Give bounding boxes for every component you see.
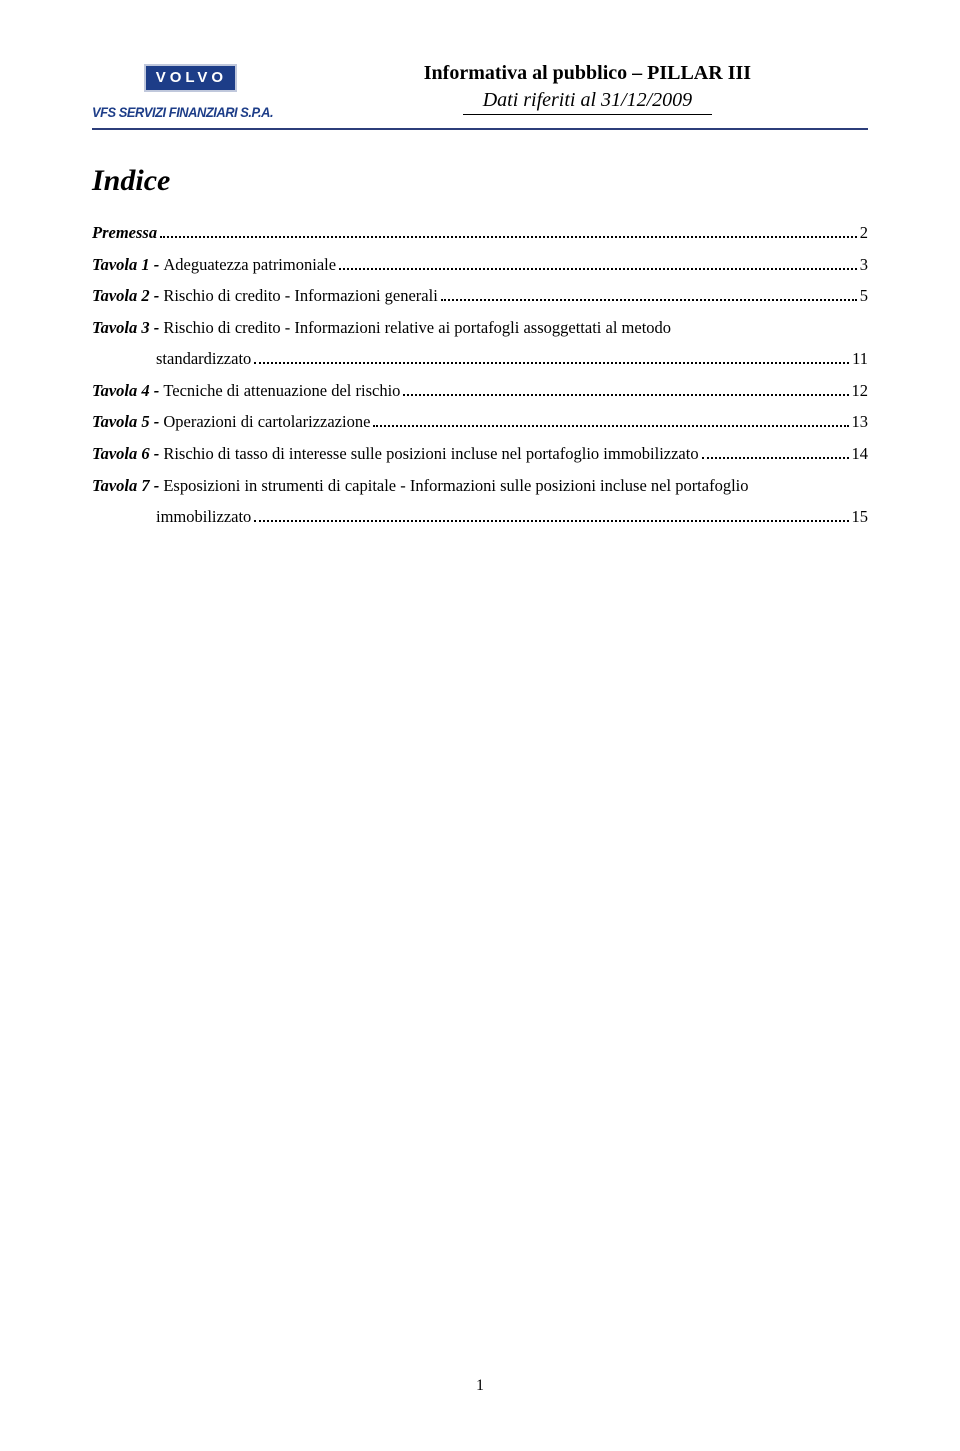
toc-label: Tavola 5 - Operazioni di cartolarizzazio… [92,409,370,435]
table-of-contents: Premessa 2 Tavola 1 - Adeguatezza patrimon… [92,220,868,530]
toc-leader-dots [702,457,849,459]
toc-label: Tavola 1 - Adeguatezza patrimoniale [92,252,336,278]
toc-entry: standardizzato 11 [92,346,868,372]
toc-label: Tavola 3 - Rischio di credito - Informaz… [92,315,671,341]
toc-leader-dots [254,520,848,522]
header-title-line2: Dati riferiti al 31/12/2009 [463,89,712,115]
toc-page-number: 3 [860,252,868,278]
header-title-line1: Informativa al pubblico – PILLAR III [307,62,868,85]
toc-page-number: 2 [860,220,868,246]
toc-entry: Tavola 7 - Esposizioni in strumenti di c… [92,473,868,499]
toc-page-number: 14 [852,441,869,467]
toc-entry: Tavola 6 - Rischio di tasso di interesse… [92,441,868,467]
toc-leader-dots [254,362,849,364]
header-title-block: Informativa al pubblico – PILLAR III Dat… [307,60,868,115]
toc-leader-dots [373,425,848,427]
logo-block: VOLVO VFS SERVIZI FINANZIARI S.P.A. [92,60,289,120]
company-name: VFS SERVIZI FINANZIARI S.P.A. [92,104,273,120]
toc-page-number: 12 [852,378,869,404]
toc-page-number: 11 [852,346,868,372]
toc-leader-dots [403,394,848,396]
toc-entry: Tavola 1 - Adeguatezza patrimoniale 3 [92,252,868,278]
toc-leader-dots [441,299,857,301]
toc-label: Tavola 4 - Tecniche di attenuazione del … [92,378,400,404]
volvo-logo: VOLVO [144,64,237,92]
indice-heading: Indice [92,164,868,198]
toc-page-number: 15 [852,504,869,530]
toc-entry: Tavola 5 - Operazioni di cartolarizzazio… [92,409,868,435]
page-number: 1 [0,1377,960,1395]
toc-entry: Tavola 3 - Rischio di credito - Informaz… [92,315,868,341]
toc-label: Premessa [92,220,157,246]
toc-label: Tavola 2 - Rischio di credito - Informaz… [92,283,438,309]
toc-label: immobilizzato [156,504,251,530]
toc-entry: Premessa 2 [92,220,868,246]
toc-entry: immobilizzato 15 [92,504,868,530]
toc-label: Tavola 7 - Esposizioni in strumenti di c… [92,473,749,499]
toc-page-number: 5 [860,283,868,309]
toc-entry: Tavola 2 - Rischio di credito - Informaz… [92,283,868,309]
toc-leader-dots [160,236,857,238]
toc-page-number: 13 [852,409,869,435]
toc-entry: Tavola 4 - Tecniche di attenuazione del … [92,378,868,404]
page-root: VOLVO VFS SERVIZI FINANZIARI S.P.A. Info… [0,0,960,530]
page-header: VOLVO VFS SERVIZI FINANZIARI S.P.A. Info… [92,60,868,130]
toc-leader-dots [339,268,857,270]
toc-label: Tavola 6 - Rischio di tasso di interesse… [92,441,699,467]
toc-label: standardizzato [156,346,251,372]
